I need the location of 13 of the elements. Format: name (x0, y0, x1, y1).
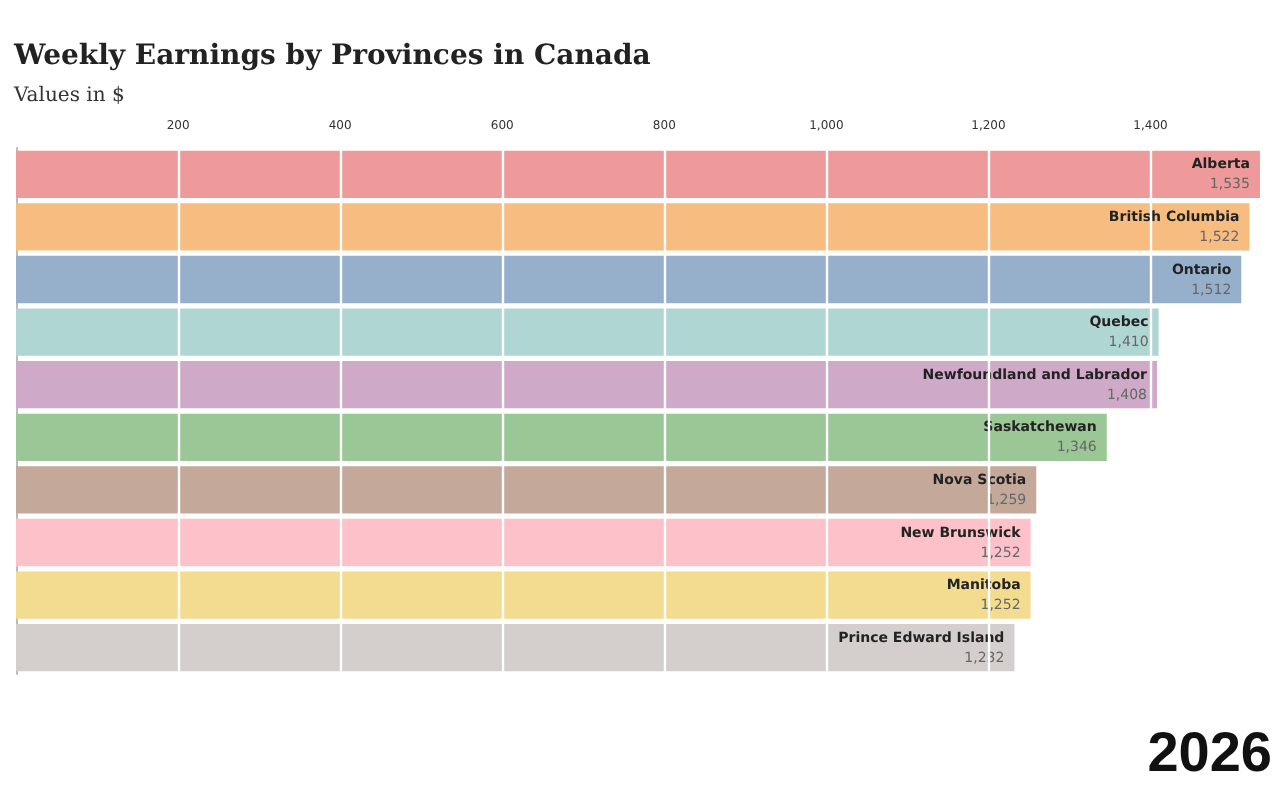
bar (16, 203, 1250, 251)
bar (16, 571, 1031, 619)
bar (16, 150, 1260, 198)
chart-title: Weekly Earnings by Provinces in Canada (12, 40, 651, 72)
bar (16, 361, 1158, 409)
bar (16, 255, 1242, 304)
chart-subtitle: Values in $ (12, 85, 125, 107)
bar (16, 518, 1031, 567)
bar (16, 466, 1037, 514)
bar (16, 413, 1107, 461)
text: 2026 (1147, 721, 1273, 783)
bar (16, 624, 1015, 672)
bar (16, 308, 1159, 356)
